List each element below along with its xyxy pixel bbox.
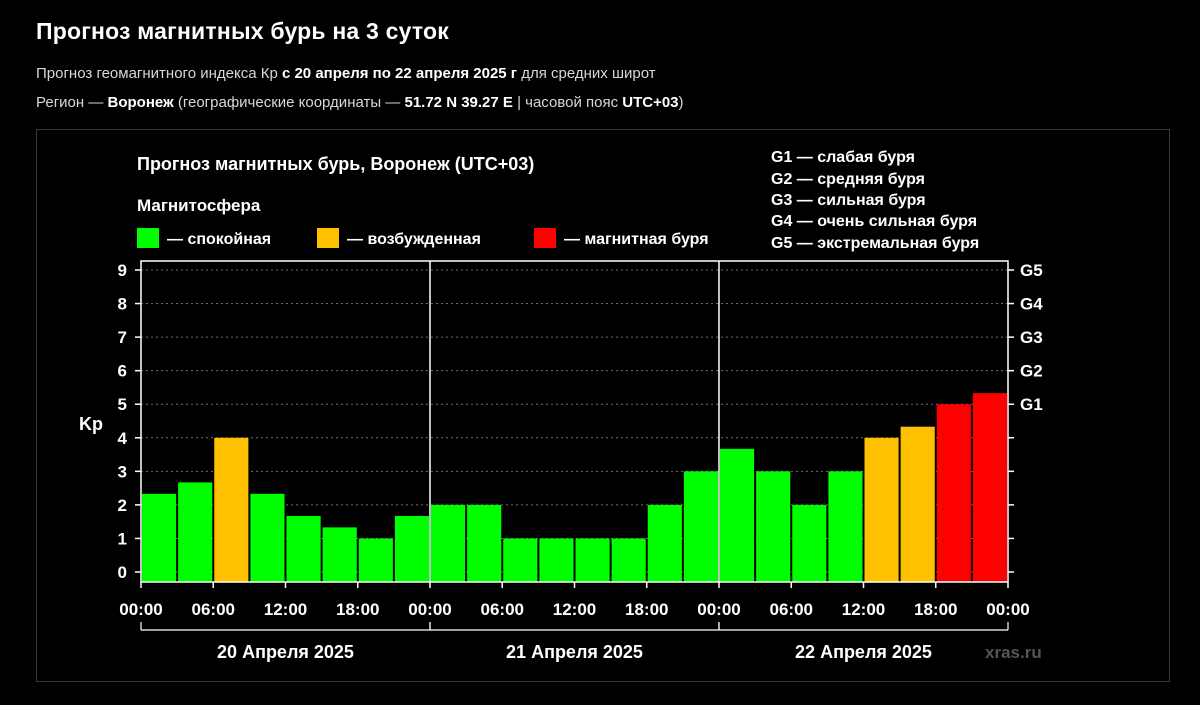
region-coords: 51.72 N 39.27 E — [404, 94, 513, 111]
region-name: Воронеж — [107, 94, 174, 111]
bar — [828, 471, 863, 582]
y-tick-label: 4 — [118, 429, 128, 448]
bar — [358, 538, 393, 582]
region-line: Регион — Воронеж (географические координ… — [36, 94, 684, 111]
x-tick-label: 18:00 — [336, 600, 379, 619]
y-tick-label: 8 — [118, 295, 127, 314]
y-tick-label: 9 — [118, 261, 127, 280]
bar — [214, 437, 249, 582]
bar — [250, 493, 285, 582]
x-tick-label: 06:00 — [481, 600, 524, 619]
bar — [286, 515, 321, 582]
x-tick-label: 06:00 — [192, 600, 235, 619]
y-axis-label: Kp — [79, 414, 103, 434]
storm-level-g4: G4 — очень сильная буря — [771, 213, 977, 230]
storm-levels-legend: G1 — слабая буря G2 — средняя буря G3 — … — [771, 149, 979, 252]
x-tick-label: 00:00 — [986, 600, 1029, 619]
y-tick-label: 6 — [118, 362, 127, 381]
region-prefix: Регион — — [36, 94, 108, 111]
bar — [322, 527, 357, 582]
region-suffix: ) — [678, 94, 684, 111]
bar — [575, 538, 610, 582]
x-tick-label: 00:00 — [119, 600, 162, 619]
y-tick-label: 5 — [118, 395, 127, 414]
legend-title: Магнитосфера — [137, 196, 261, 215]
legend-label-storm: — магнитная буря — [564, 231, 709, 248]
y-tick-label: 0 — [118, 563, 127, 582]
day-label: 21 Апреля 2025 — [506, 642, 643, 662]
x-tick-label: 12:00 — [553, 600, 596, 619]
y-tick-label: 1 — [118, 529, 127, 548]
storm-axis-label: G2 — [1020, 362, 1043, 381]
bar — [178, 482, 213, 582]
coords-prefix: (географические координаты — — [173, 94, 405, 111]
x-tick-label: 18:00 — [625, 600, 668, 619]
page-title: Прогноз магнитных бурь на 3 суток — [36, 18, 449, 44]
chart-frame: 0 1 2 3 4 5 6 7 8 9 G1 G2 G3 G4 G5 00:00 06:00 12:00 18:00… — [36, 129, 1170, 682]
storm-axis-label: G5 — [1020, 261, 1043, 280]
legend-storm: — магнитная буря — [534, 228, 709, 248]
x-tick-label: 18:00 — [914, 600, 957, 619]
bar — [611, 538, 646, 582]
y-tick-label: 3 — [118, 462, 127, 481]
storm-axis-label: G4 — [1020, 295, 1043, 314]
period-prefix: Прогноз геомагнитного индекса Кр — [36, 65, 282, 82]
legend-swatch-excited — [317, 228, 339, 248]
bar — [972, 393, 1007, 582]
legend-label-excited: — возбужденная — [347, 231, 481, 248]
storm-level-g1: G1 — слабая буря — [771, 149, 915, 166]
bar-layer — [142, 393, 1007, 582]
legend-swatch-storm — [534, 228, 556, 248]
day-label: 22 Апреля 2025 — [795, 642, 932, 662]
y-tick-label: 2 — [118, 496, 127, 515]
y-tick-label: 7 — [118, 328, 127, 347]
bar — [756, 471, 791, 582]
bar — [503, 538, 538, 582]
bar — [792, 504, 827, 582]
bar — [864, 437, 899, 582]
bar — [431, 504, 466, 582]
chart-title: Прогноз магнитных бурь, Воронеж (UTC+03) — [137, 154, 534, 174]
bar — [467, 504, 502, 582]
storm-level-g5: G5 — экстремальная буря — [771, 235, 979, 252]
forecast-period-line: Прогноз геомагнитного индекса Кр с 20 ап… — [36, 65, 656, 82]
legend-calm: — спокойная — [137, 228, 271, 248]
bar — [539, 538, 574, 582]
x-tick-label: 00:00 — [408, 600, 451, 619]
storm-axis-label: G3 — [1020, 328, 1043, 347]
watermark: xras.ru — [985, 643, 1042, 662]
region-timezone: UTC+03 — [622, 94, 679, 111]
storm-level-g2: G2 — средняя буря — [771, 171, 925, 188]
period-dates: с 20 апреля по 22 апреля 2025 г — [281, 65, 518, 82]
bar — [936, 404, 971, 582]
x-tick-label: 06:00 — [770, 600, 813, 619]
legend-swatch-calm — [137, 228, 159, 248]
storm-level-g3: G3 — сильная буря — [771, 192, 926, 209]
legend-label-calm: — спокойная — [167, 231, 271, 248]
bar — [142, 493, 177, 582]
period-suffix: для средних широт — [517, 65, 656, 82]
x-tick-label: 00:00 — [697, 600, 740, 619]
x-tick-label: 12:00 — [264, 600, 307, 619]
bar — [683, 471, 718, 582]
x-tick-label: 12:00 — [842, 600, 885, 619]
timezone-prefix: | часовой пояс — [512, 94, 623, 111]
bar — [720, 448, 755, 582]
bar — [900, 426, 935, 582]
kp-forecast-chart: 0 1 2 3 4 5 6 7 8 9 G1 G2 G3 G4 G5 00:00 06:00 12:00 18:00… — [79, 149, 1043, 662]
day-label: 20 Апреля 2025 — [217, 642, 354, 662]
bar — [647, 504, 682, 582]
storm-axis-label: G1 — [1020, 395, 1043, 414]
bar — [394, 515, 429, 582]
legend-excited: — возбужденная — [317, 228, 481, 248]
axis-layer: 0 1 2 3 4 5 6 7 8 9 G1 G2 G3 G4 G5 00:00 06:00 12:00 18:00… — [118, 260, 1043, 662]
